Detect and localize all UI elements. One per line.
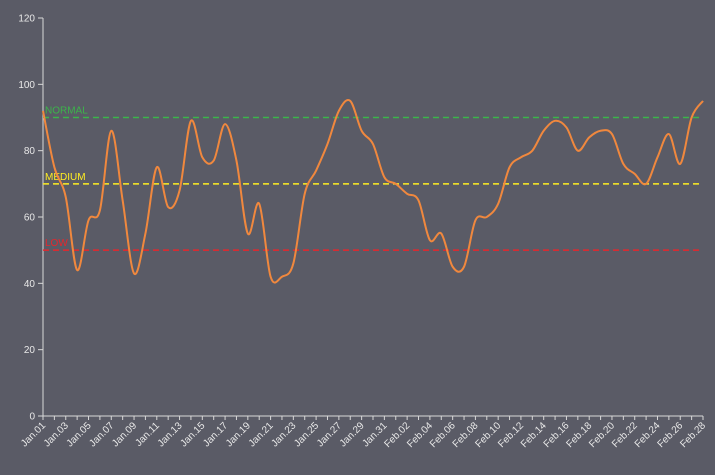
threshold-label: MEDIUM: [45, 172, 86, 183]
y-tick-label: 80: [24, 146, 36, 157]
threshold-label: LOW: [45, 238, 68, 249]
y-tick-label: 120: [18, 14, 35, 25]
y-tick-label: 100: [18, 80, 35, 91]
threshold-label: NORMAL: [45, 106, 88, 117]
y-tick-label: 40: [24, 279, 36, 290]
y-tick-label: 0: [29, 412, 35, 423]
x-tick-label: Jan.09: [110, 420, 139, 449]
line: [42, 99, 704, 284]
x-tick-label: Feb.28: [678, 420, 708, 450]
y-tick-label: 20: [24, 345, 36, 356]
y-tick-label: 60: [24, 213, 36, 224]
